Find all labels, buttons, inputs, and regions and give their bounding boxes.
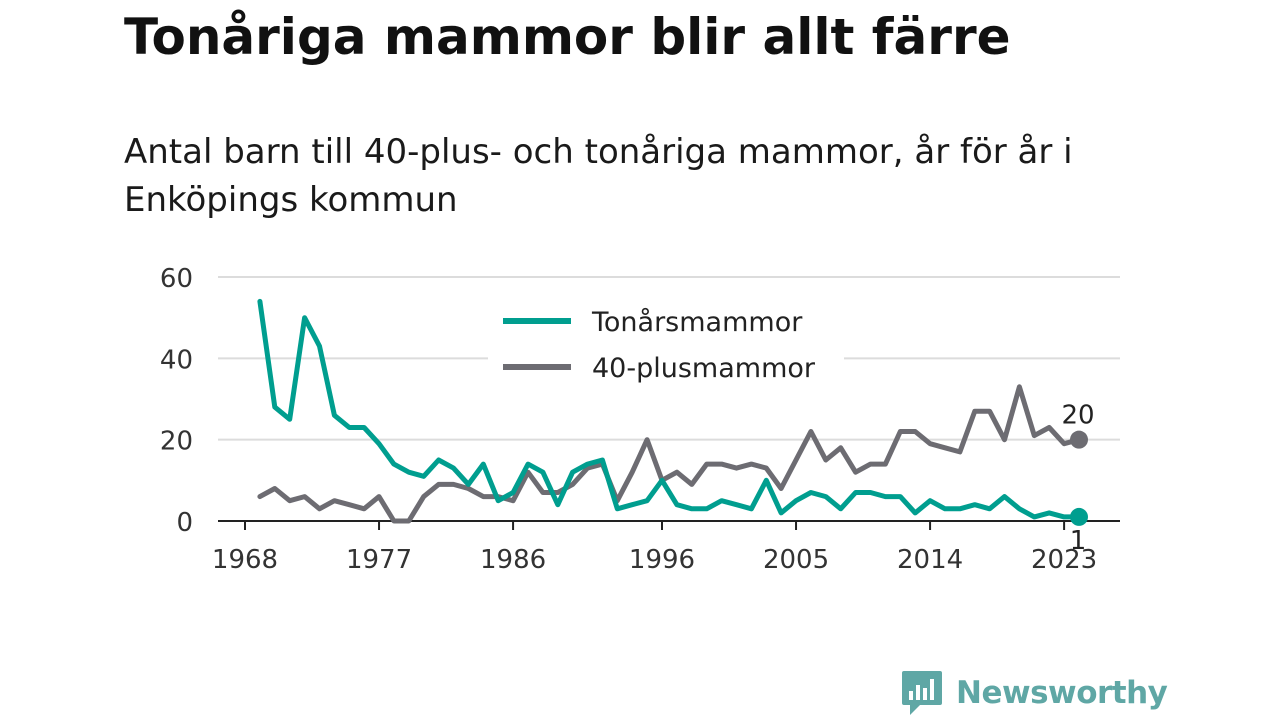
chart-subtitle: Antal barn till 40-plus- och tonåriga ma…	[124, 132, 1073, 220]
series-lines	[257, 298, 1082, 524]
y-tick-label: 0	[176, 508, 193, 538]
y-axis: 0 20 40 60	[160, 264, 193, 538]
series-line-fortyplusmammor	[257, 384, 1082, 524]
x-tick-label: 1996	[629, 545, 695, 575]
brand-logo: Newsworthy	[900, 668, 1168, 718]
legend-label: 40-plusmammor	[592, 353, 816, 384]
end-label: 20	[1061, 401, 1094, 431]
legend-label: Tonårsmammor	[591, 307, 803, 338]
end-marker	[1070, 507, 1088, 526]
end-marker	[1070, 430, 1088, 449]
series-line-tonarsmammor	[257, 298, 1082, 520]
x-tick-label: 1977	[346, 545, 412, 575]
y-tick-label: 20	[160, 427, 193, 457]
x-tick-label: 2023	[1031, 545, 1097, 575]
x-tick-label: 2005	[763, 545, 829, 575]
x-tick-label: 1968	[212, 545, 278, 575]
x-tick-label: 2014	[897, 545, 963, 575]
legend: Tonårsmammor 40-plusmammor	[488, 297, 844, 389]
y-tick-label: 60	[160, 264, 193, 294]
chart-title: Tonåriga mammor blir allt färre	[124, 8, 1011, 66]
line-chart: 0 20 40 60 1968 1977 1986 1996 2005 2014 2023 1 20…	[160, 264, 1120, 575]
newsworthy-logo-icon	[902, 671, 942, 715]
end-markers: 1 20	[1061, 401, 1094, 556]
x-axis: 1968 1977 1986 1996 2005 2014 2023	[212, 520, 1120, 575]
x-tick-label: 1986	[480, 545, 546, 575]
end-label: 1	[1070, 526, 1087, 556]
legend-background	[488, 297, 844, 389]
brand-name: Newsworthy	[956, 675, 1168, 711]
y-tick-label: 40	[160, 345, 193, 375]
